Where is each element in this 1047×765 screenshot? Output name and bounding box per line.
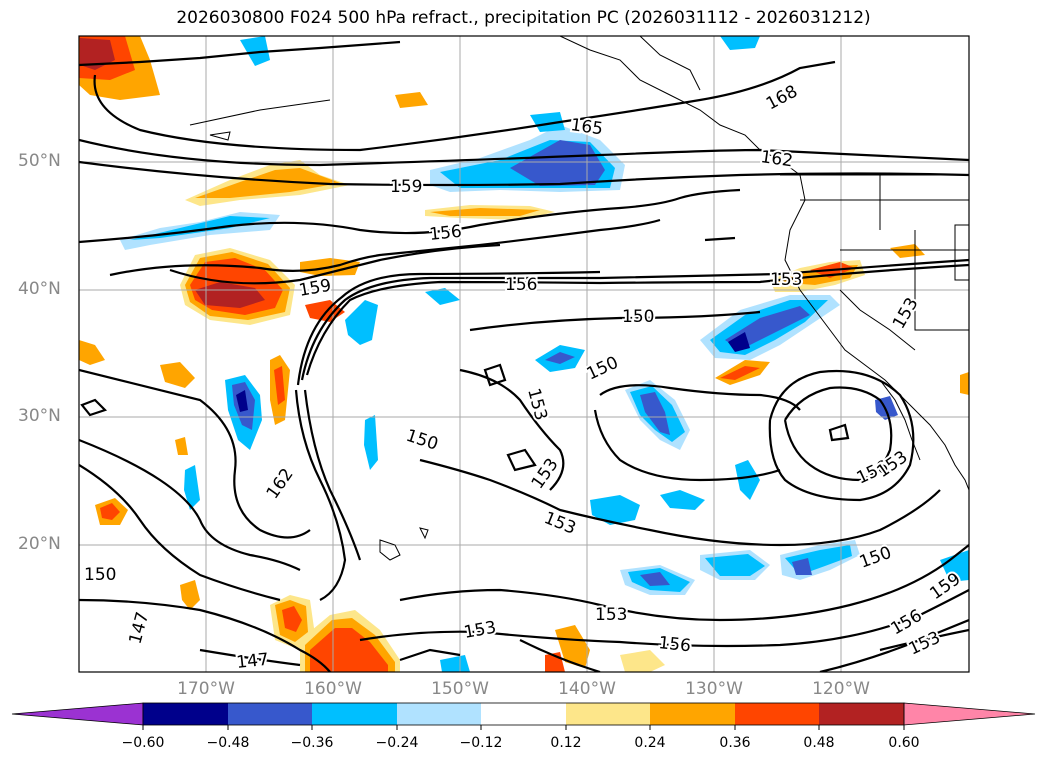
contour-label: 156 bbox=[657, 633, 691, 656]
lon-label-170w: 170°W bbox=[177, 679, 235, 699]
lon-label-150w: 150°W bbox=[431, 679, 489, 699]
colorbar-tick-label: −0.24 bbox=[375, 735, 419, 751]
lon-label-160w: 160°W bbox=[304, 679, 362, 699]
contour-label: 150 bbox=[622, 307, 654, 327]
colorbar-bin bbox=[397, 703, 481, 725]
lat-label-30n: 30°N bbox=[18, 406, 61, 426]
colorbar bbox=[11, 702, 1036, 730]
colorbar-bin bbox=[312, 703, 397, 725]
colorbar-bin bbox=[566, 703, 650, 725]
colorbar-bin bbox=[650, 703, 735, 725]
map-frame bbox=[78, 35, 970, 673]
colorbar-tick-label: 0.24 bbox=[634, 735, 666, 751]
refractivity-contours bbox=[79, 40, 969, 672]
colorbar-tick-label: 0.60 bbox=[888, 735, 920, 751]
lon-label-140w: 140°W bbox=[558, 679, 616, 699]
contour-label: 150 bbox=[84, 565, 116, 585]
map-title: 2026030800 F024 500 hPa refract., precip… bbox=[176, 8, 871, 28]
colorbar-extend-high bbox=[903, 702, 1036, 726]
colorbar-extend-low bbox=[11, 702, 144, 726]
lat-label-50n: 50°N bbox=[18, 151, 61, 171]
contour-label: 153 bbox=[595, 605, 627, 625]
colorbar-bin bbox=[228, 703, 312, 725]
contour-label: 156 bbox=[505, 275, 537, 295]
contour-label: 147 bbox=[235, 650, 269, 673]
colorbar-bin bbox=[735, 703, 819, 725]
coastlines bbox=[189, 36, 969, 561]
colorbar-tick-label: −0.12 bbox=[459, 735, 503, 751]
colorbar-tick-label: 0.12 bbox=[550, 735, 582, 751]
colorbar-tick-label: −0.36 bbox=[290, 735, 334, 751]
colorbar-tick-label: 0.36 bbox=[719, 735, 751, 751]
lon-label-130w: 130°W bbox=[685, 679, 743, 699]
colorbar-bin bbox=[819, 703, 904, 725]
colorbar-tick-label: −0.48 bbox=[206, 735, 250, 751]
lon-label-120w: 120°W bbox=[812, 679, 870, 699]
contour-label: 153 bbox=[770, 270, 802, 290]
colorbar-tick-label: 0.48 bbox=[803, 735, 835, 751]
colorbar-bin bbox=[481, 703, 566, 725]
lat-label-20n: 20°N bbox=[18, 534, 61, 554]
colorbar-tick-label: −0.60 bbox=[121, 735, 165, 751]
contour-label: 159 bbox=[390, 177, 422, 197]
colorbar-bin bbox=[143, 703, 228, 725]
contour-label: 156 bbox=[428, 222, 462, 245]
map-area bbox=[79, 36, 969, 672]
lat-label-40n: 40°N bbox=[18, 279, 61, 299]
